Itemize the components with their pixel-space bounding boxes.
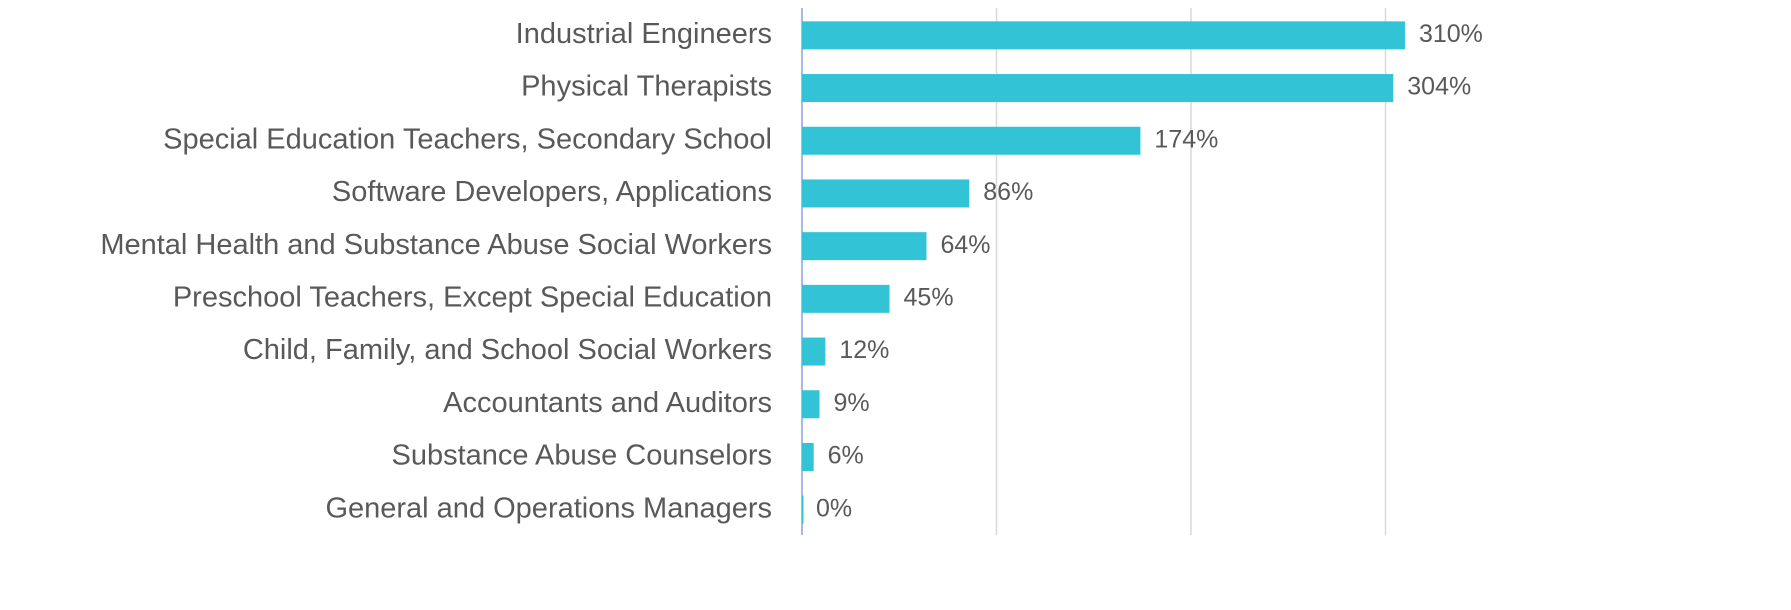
bar bbox=[802, 495, 804, 524]
category-label: Substance Abuse Counselors bbox=[392, 440, 772, 472]
category-label: Physical Therapists bbox=[521, 71, 772, 103]
bar bbox=[802, 126, 1141, 155]
value-label: 0% bbox=[816, 494, 852, 522]
bar bbox=[802, 21, 1405, 50]
category-label: Mental Health and Substance Abuse Social… bbox=[100, 229, 772, 261]
value-label: 12% bbox=[839, 336, 889, 364]
value-label: 64% bbox=[940, 231, 990, 259]
value-label: 9% bbox=[834, 389, 870, 417]
value-label: 304% bbox=[1407, 73, 1471, 101]
bar bbox=[802, 337, 826, 366]
bar bbox=[802, 284, 890, 313]
category-label: Software Developers, Applications bbox=[332, 176, 772, 208]
category-label: Special Education Teachers, Secondary Sc… bbox=[163, 123, 772, 155]
category-label: Child, Family, and School Social Workers bbox=[243, 334, 772, 366]
bar bbox=[802, 232, 927, 261]
category-label: General and Operations Managers bbox=[325, 492, 772, 524]
value-label: 86% bbox=[983, 178, 1033, 206]
value-label: 310% bbox=[1419, 20, 1483, 48]
category-label: Preschool Teachers, Except Special Educa… bbox=[173, 282, 772, 314]
value-label: 45% bbox=[904, 283, 954, 311]
bar bbox=[802, 179, 970, 208]
value-label: 174% bbox=[1154, 125, 1218, 153]
bar bbox=[802, 390, 820, 419]
bar bbox=[802, 74, 1394, 103]
category-label: Industrial Engineers bbox=[516, 18, 772, 50]
category-label: Accountants and Auditors bbox=[443, 387, 772, 419]
value-label: 6% bbox=[828, 442, 864, 470]
bar bbox=[802, 442, 814, 471]
